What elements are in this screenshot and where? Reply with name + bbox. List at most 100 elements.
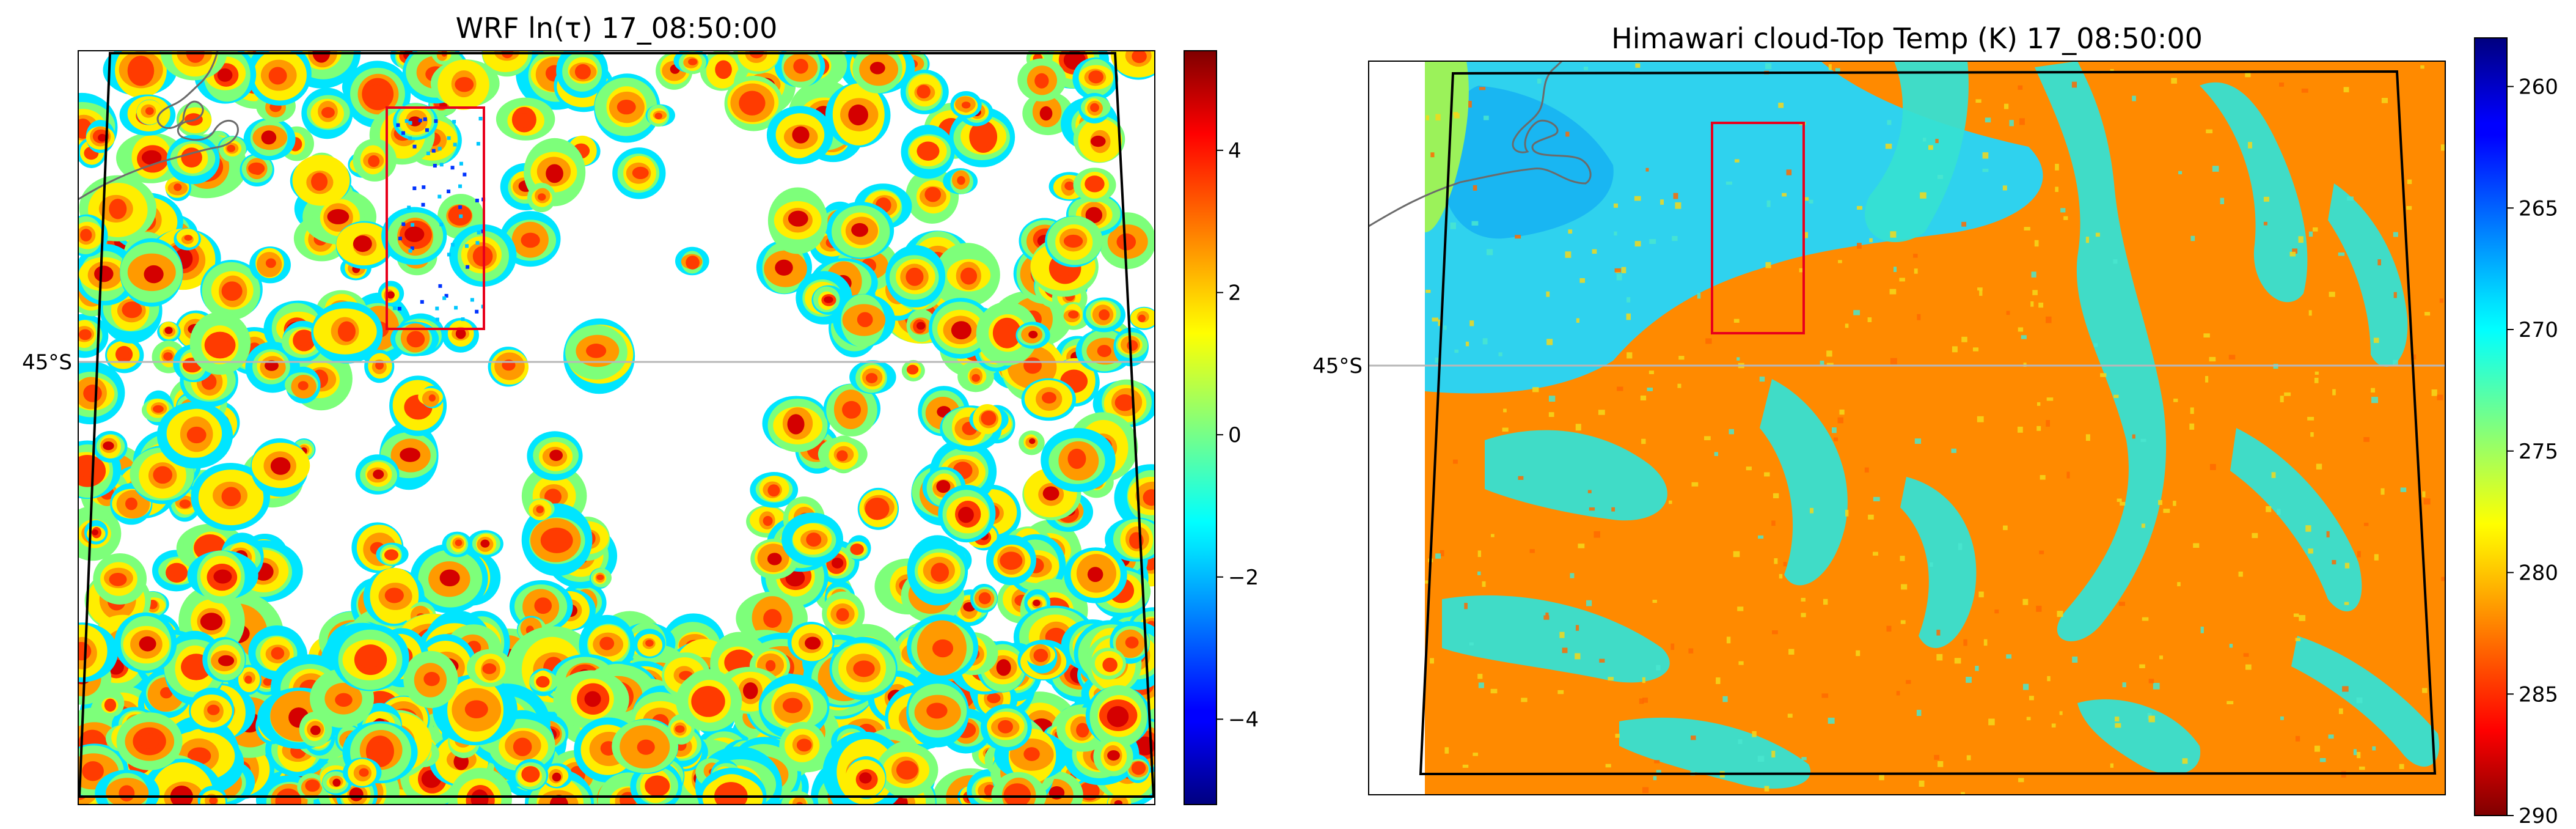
himawari-speckle bbox=[1722, 696, 1728, 702]
himawari-speckle bbox=[2353, 749, 2357, 756]
wrf-cloud-cell bbox=[131, 61, 150, 80]
himawari-speckle bbox=[1672, 236, 1678, 241]
himawari-speckle bbox=[2132, 95, 2136, 101]
himawari-speckle bbox=[1477, 550, 1482, 558]
himawari-speckle bbox=[1565, 131, 1570, 137]
himawari-speckle bbox=[2363, 437, 2369, 442]
wrf-cloud-cell bbox=[675, 725, 685, 733]
himawari-colorbar-tick-label: 275 bbox=[2519, 440, 2558, 464]
himawari-speckle bbox=[2148, 715, 2155, 723]
himawari-speckle bbox=[1614, 268, 1621, 273]
wrf-cloud-cell bbox=[1033, 600, 1041, 606]
wrf-speckle bbox=[461, 317, 465, 322]
himawari-speckle bbox=[1966, 755, 1971, 761]
himawari-speckle bbox=[1498, 352, 1502, 356]
wrf-cloud-cell bbox=[119, 785, 135, 801]
himawari-speckle bbox=[2422, 688, 2428, 693]
himawari-speckle bbox=[2173, 501, 2176, 506]
himawari-speckle bbox=[1432, 317, 1438, 322]
himawari-speckle bbox=[1462, 764, 1469, 768]
himawari-speckle bbox=[2190, 235, 2195, 241]
wrf-cloud-cell bbox=[917, 84, 931, 98]
himawari-speckle bbox=[1677, 383, 1681, 388]
himawari-speckle bbox=[1919, 780, 1925, 787]
wrf-speckle bbox=[408, 249, 412, 253]
himawari-speckle bbox=[1642, 698, 1648, 703]
himawari-speckle bbox=[2292, 248, 2298, 254]
wrf-colorbar-tick-label: 4 bbox=[1228, 139, 1242, 163]
wrf-cloud-cell bbox=[792, 126, 810, 144]
himawari-speckle bbox=[1886, 625, 1892, 632]
himawari-speckle bbox=[2085, 237, 2090, 243]
himawari-speckle bbox=[2113, 394, 2119, 398]
himawari-speckle bbox=[1783, 562, 1787, 567]
himawari-speckle bbox=[2220, 197, 2225, 204]
himawari-highlight-box bbox=[1711, 122, 1805, 334]
wrf-cloud-cell bbox=[983, 413, 993, 423]
himawari-speckle bbox=[2228, 355, 2236, 360]
himawari-speckle bbox=[1994, 610, 1999, 614]
wrf-cloud-cell bbox=[482, 663, 497, 674]
himawari-speckle bbox=[1640, 396, 1647, 400]
himawari-speckle bbox=[1425, 115, 1429, 120]
wrf-speckle bbox=[418, 119, 422, 123]
himawari-speckle bbox=[1856, 205, 1862, 210]
himawari-speckle bbox=[2439, 298, 2443, 303]
wrf-cloud-cell bbox=[596, 574, 604, 581]
wrf-domain-outline bbox=[78, 52, 1155, 798]
himawari-speckle bbox=[1443, 325, 1447, 330]
himawari-speckle bbox=[2018, 327, 2024, 332]
wrf-cloud-cell bbox=[327, 208, 349, 224]
himawari-speckle bbox=[1820, 360, 1824, 367]
wrf-cloud-cell bbox=[782, 698, 803, 713]
himawari-speckle bbox=[2328, 734, 2334, 739]
himawari-speckle bbox=[2393, 232, 2398, 237]
wrf-speckle bbox=[401, 131, 405, 135]
wrf-cloud-cell bbox=[368, 155, 380, 168]
himawari-speckle bbox=[1435, 357, 1440, 363]
himawari-speckle bbox=[1771, 520, 1776, 526]
himawari-colorbar-tick-label: 280 bbox=[2519, 561, 2558, 586]
himawari-speckle bbox=[1704, 436, 1711, 441]
himawari-speckle bbox=[2110, 763, 2114, 768]
himawari-speckle bbox=[1735, 159, 1740, 163]
wrf-coastline bbox=[78, 50, 239, 201]
wrf-speckle bbox=[423, 117, 427, 122]
wrf-cloud-cell bbox=[357, 647, 382, 669]
himawari-speckle bbox=[1537, 78, 1542, 84]
wrf-cloud-cell bbox=[552, 772, 562, 782]
wrf-speckle bbox=[393, 306, 397, 311]
wrf-cloud-cell bbox=[936, 480, 951, 493]
wrf-cloud-cell bbox=[321, 107, 335, 119]
himawari-speckle bbox=[1614, 231, 1617, 236]
himawari-speckle bbox=[2263, 221, 2267, 226]
himawari-speckle bbox=[1645, 168, 1649, 172]
himawari-speckle bbox=[2373, 337, 2379, 343]
himawari-speckle bbox=[2245, 664, 2252, 670]
himawari-cold-band bbox=[1485, 430, 1667, 521]
wrf-speckle bbox=[439, 163, 444, 167]
himawari-speckle bbox=[1598, 410, 1605, 415]
himawari-speckle bbox=[1801, 613, 1806, 617]
wrf-cloud-cell bbox=[1114, 800, 1123, 805]
himawari-speckle bbox=[2356, 697, 2363, 704]
wrf-speckle bbox=[453, 142, 457, 147]
himawari-speckle bbox=[1578, 543, 1585, 548]
wrf-speckle bbox=[464, 244, 469, 248]
himawari-speckle bbox=[1653, 776, 1657, 781]
himawari-speckle bbox=[2046, 397, 2054, 401]
himawari-speckle bbox=[1697, 293, 1701, 299]
wrf-cloud-cell bbox=[767, 553, 782, 566]
himawari-speckle bbox=[1961, 792, 1965, 795]
himawari-axes-frame bbox=[1368, 61, 2446, 795]
wrf-cloud-cell bbox=[637, 739, 655, 755]
himawari-speckle bbox=[1546, 291, 1550, 297]
himawari-speckle bbox=[2177, 582, 2181, 586]
wrf-cloud-cell bbox=[654, 112, 662, 119]
wrf-cloud-cell bbox=[924, 186, 942, 202]
wrf-cloud-cell bbox=[957, 175, 965, 185]
wrf-speckle bbox=[397, 306, 401, 311]
himawari-speckle bbox=[1587, 490, 1592, 493]
wrf-cloud-cell bbox=[439, 569, 460, 587]
wrf-cloud-cell bbox=[366, 84, 387, 103]
